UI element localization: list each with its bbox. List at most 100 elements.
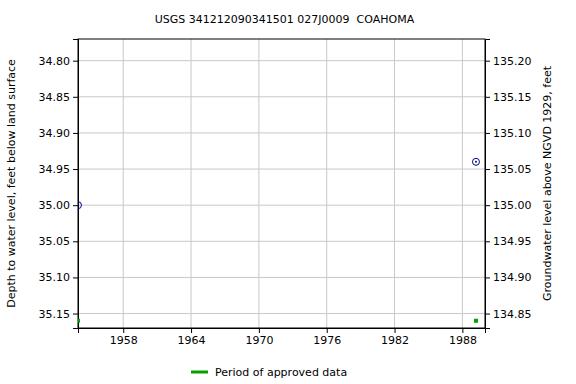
- tick-label: 1988: [449, 334, 477, 347]
- tick: 135.10: [485, 127, 532, 140]
- tick-mark: [73, 277, 78, 278]
- tick: 1982: [381, 328, 409, 347]
- grid-line: [462, 39, 463, 328]
- tick: 34.90: [39, 127, 79, 140]
- grid-line: [326, 39, 327, 328]
- tick-mark: [485, 133, 490, 134]
- grid-line: [123, 39, 124, 328]
- grid-line: [78, 241, 485, 242]
- tick-mark: [485, 277, 490, 278]
- y2-axis-title: Groundwater level above NGVD 1929, feet: [541, 65, 554, 301]
- tick: 135.15: [485, 91, 532, 104]
- point: [78, 202, 82, 209]
- grid-line: [78, 60, 485, 61]
- tick: 1976: [313, 328, 341, 347]
- tick-label: 34.90: [39, 127, 71, 140]
- grid-line: [78, 313, 485, 314]
- tick: 134.85: [485, 308, 532, 321]
- point: [472, 158, 479, 165]
- grid-line: [78, 277, 485, 278]
- tick-label: 135.15: [493, 91, 532, 104]
- y-axis: 34.80 34.85 34.90 34.95 35.00 35.05 35.10 35.15: [39, 40, 79, 329]
- tick-mark: [485, 314, 490, 315]
- y2-axis: 135.20 135.15 135.10 135.05 135.00 134.95 134.…: [485, 40, 532, 329]
- tick-label: 134.95: [493, 235, 532, 248]
- grid-line: [78, 205, 485, 206]
- tick-mark: [327, 328, 328, 333]
- point: [78, 319, 80, 323]
- tick-label: 135.10: [493, 127, 532, 140]
- tick-mark: [485, 97, 490, 98]
- tick: 1970: [245, 328, 273, 347]
- tick: 34.80: [39, 55, 79, 68]
- tick: 34.85: [39, 91, 79, 104]
- tick-mark: [73, 314, 78, 315]
- grid-line: [78, 132, 485, 133]
- tick-label: 134.90: [493, 271, 532, 284]
- tick-mark: [191, 328, 192, 333]
- tick-label: 35.10: [39, 271, 71, 284]
- tick-label: 34.95: [39, 163, 71, 176]
- tick-mark: [73, 97, 78, 98]
- tick-label: 1964: [178, 334, 206, 347]
- grid-line: [394, 39, 395, 328]
- y-axis-title: Depth to water level, feet below land su…: [5, 59, 18, 308]
- tick-mark: [485, 169, 490, 170]
- chart: 19581964197019761982198834.8034.8534.903…: [0, 0, 576, 384]
- tick-label: 34.85: [39, 91, 71, 104]
- tick-mark: [485, 205, 490, 206]
- tick-mark: [73, 241, 78, 242]
- tick-label: 135.20: [493, 55, 532, 68]
- grid-line: [78, 96, 485, 97]
- tick-mark: [73, 169, 78, 170]
- tick-mark: [73, 133, 78, 134]
- tick-mark: [73, 205, 78, 206]
- plot-frame: [78, 39, 485, 328]
- tick-mark: [485, 61, 490, 62]
- grid-line: [78, 169, 485, 170]
- tick: 35.15: [39, 308, 79, 321]
- tick: 1988: [449, 328, 477, 347]
- tick: 35.10: [39, 271, 79, 284]
- tick: 135.05: [485, 163, 532, 176]
- tick-label: 35.00: [39, 199, 71, 212]
- tick: 134.90: [485, 271, 532, 284]
- tick: 134.95: [485, 235, 532, 248]
- axis-line: [486, 40, 491, 329]
- tick-mark: [485, 241, 490, 242]
- tick-label: 35.15: [39, 308, 71, 321]
- tick-label: 1958: [110, 334, 138, 347]
- legend: Period of approved data: [191, 366, 347, 379]
- point: [474, 319, 478, 323]
- tick-label: 135.05: [493, 163, 532, 176]
- grid-line: [191, 39, 192, 328]
- tick-label: 34.80: [39, 55, 71, 68]
- grid: [78, 39, 485, 328]
- tick-mark: [123, 328, 124, 333]
- tick-label: 134.85: [493, 308, 532, 321]
- tick-mark: [395, 328, 396, 333]
- tick-label: 35.05: [39, 235, 71, 248]
- marks: [78, 158, 479, 322]
- tick: 1964: [178, 328, 206, 347]
- tick-mark: [259, 328, 260, 333]
- tick: 34.95: [39, 163, 79, 176]
- legend-label: Period of approved data: [215, 366, 347, 379]
- title: USGS 341212090341501 027J0009 COAHOMA: [155, 13, 415, 26]
- point-center: [78, 204, 79, 206]
- tick-mark: [462, 328, 463, 333]
- point-center: [475, 161, 477, 163]
- x-axis: 1958 1964 1970 1976 1982 1988: [79, 328, 486, 347]
- tick: 135.00: [485, 199, 532, 212]
- axis-line: [73, 40, 79, 329]
- tick-mark: [73, 61, 78, 62]
- tick: 35.00: [39, 199, 79, 212]
- tick: 1958: [110, 328, 138, 347]
- tick-label: 1970: [245, 334, 273, 347]
- tick: 135.20: [485, 55, 532, 68]
- tick-label: 1982: [381, 334, 409, 347]
- legend-swatch: [191, 371, 208, 374]
- tick-label: 135.00: [493, 199, 532, 212]
- grid-line: [258, 39, 259, 328]
- axis-line: [79, 329, 486, 334]
